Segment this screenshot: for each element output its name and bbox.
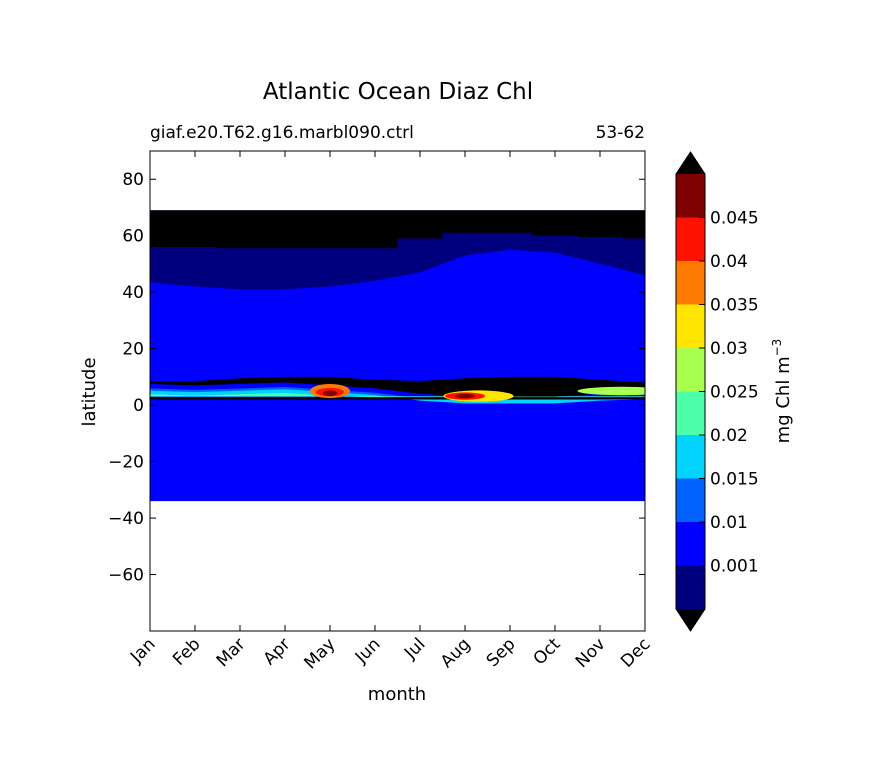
plot-frame — [149, 150, 646, 632]
colorbar-extend-bottom — [676, 609, 705, 631]
colorbar-segment-1 — [676, 522, 705, 566]
colorbar-tick-label: 0.035 — [710, 296, 759, 316]
colorbar-tick-label: 0.04 — [710, 252, 748, 272]
x-tick-label: Nov — [572, 634, 610, 672]
colorbar-segment-0 — [676, 565, 705, 609]
colorbar: 0.001 0.01 0.015 0.02 0.025 0.03 0.035 0.04 0.04… — [675, 151, 759, 632]
itcz-hotspot-6 — [577, 386, 645, 396]
plot-area: Jan Feb Mar Apr May Jun Jul Aug Sep Oct Nov Dec 80 6… — [108, 150, 655, 673]
colorbar-segment-6 — [676, 304, 705, 348]
colorbar-segment-2 — [676, 478, 705, 522]
colorbar-label-exponent: −3 — [770, 339, 784, 357]
colorbar-segment-8 — [676, 217, 705, 261]
land-mask-north — [150, 210, 645, 249]
colorbar-tick-label: 0.01 — [710, 513, 748, 533]
x-tick-label: Mar — [213, 634, 250, 671]
colorbar-segment-7 — [676, 261, 705, 305]
colorbar-segment-9 — [676, 174, 705, 218]
x-tick-label: Sep — [483, 634, 520, 671]
equatorial-band-0.015 — [150, 389, 645, 404]
y-axis-label: latitude — [79, 357, 100, 426]
chart-title: Atlantic Ocean Diaz Chl — [263, 79, 533, 105]
colorbar-label: mg Chl m−3 — [770, 339, 794, 444]
x-tick-label: Oct — [530, 634, 565, 669]
y-tick-label: −40 — [108, 509, 144, 529]
itcz-hotspot-2 — [323, 390, 337, 397]
x-axis-label: month — [368, 684, 426, 705]
heatmap-field — [150, 210, 645, 502]
colorbar-tick-label: 0.02 — [710, 426, 748, 446]
x-tick-label: Dec — [617, 634, 654, 671]
x-tick-label: May — [301, 634, 340, 673]
x-tick-label: Apr — [260, 634, 295, 669]
equatorial-thin-line — [150, 397, 645, 400]
y-tick-label: 60 — [122, 227, 144, 247]
colorbar-tick-label: 0.03 — [710, 339, 748, 359]
equatorial-band-0.02 — [150, 392, 645, 398]
chart-subtitle-left: giaf.e20.T62.g16.marbl090.ctrl — [150, 123, 414, 143]
colorbar-segment-5 — [676, 348, 705, 392]
y-tick-label: 20 — [122, 340, 144, 360]
y-tick-label: 80 — [122, 170, 144, 190]
subpolar-band-below-0.001 — [150, 232, 645, 290]
chart-subtitle-right: 53-62 — [596, 123, 645, 143]
colorbar-extend-top — [676, 152, 705, 174]
itcz-hotspot-5 — [455, 393, 475, 399]
y-tick-label: −20 — [108, 453, 144, 473]
y-tick-label: 40 — [122, 283, 144, 303]
y-tick-label: −60 — [108, 566, 144, 586]
x-tick-label: Jun — [351, 634, 385, 668]
x-tick-label: Jul — [400, 634, 429, 663]
colorbar-tick-label: 0.001 — [710, 557, 759, 577]
x-tick-label: Aug — [437, 634, 475, 672]
y-tick-label: 0 — [133, 396, 144, 416]
colorbar-outline — [675, 151, 706, 632]
colorbar-segment-3 — [676, 435, 705, 479]
x-tick-label: Feb — [169, 634, 204, 669]
y-axis: 80 60 40 20 0 −20 −40 −60 — [108, 170, 645, 586]
colorbar-tick-label: 0.025 — [710, 383, 759, 403]
itcz-under-band — [150, 376, 645, 397]
colorbar-tick-label: 0.015 — [710, 470, 759, 490]
x-tick-label: Jan — [126, 634, 159, 667]
colorbar-segment-4 — [676, 391, 705, 435]
colorbar-tick-label: 0.045 — [710, 209, 759, 229]
